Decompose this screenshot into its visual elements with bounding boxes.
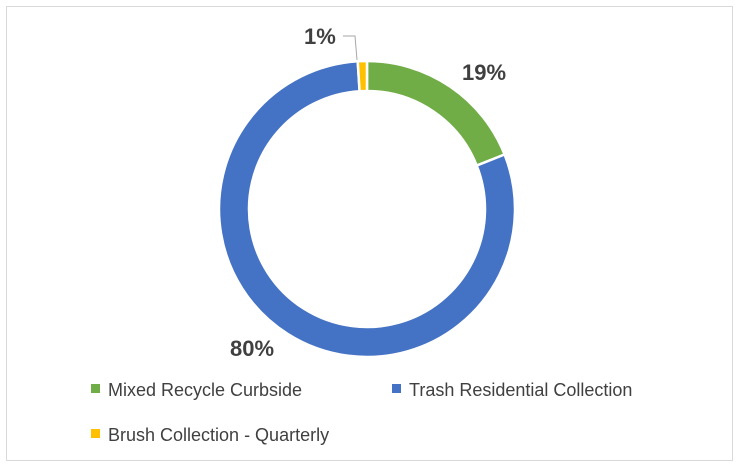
legend-label-mixed-recycle: Mixed Recycle Curbside [108, 380, 302, 400]
legend-swatch-mixed-recycle [91, 384, 100, 393]
data-labels: 19% 80% 1% [230, 24, 506, 361]
slice-trash-residential [217, 59, 517, 359]
legend: Mixed Recycle Curbside Trash Residential… [91, 380, 632, 445]
donut-slices [217, 59, 517, 359]
legend-label-trash-residential: Trash Residential Collection [409, 380, 632, 400]
data-label-brush-collection: 1% [304, 24, 336, 49]
slice-brush-collection [356, 59, 369, 93]
legend-swatch-trash-residential [392, 384, 401, 393]
data-label-trash-residential: 80% [230, 336, 274, 361]
leader-lines [343, 35, 358, 61]
legend-label-brush-collection: Brush Collection - Quarterly [108, 425, 329, 445]
legend-swatch-brush-collection [91, 429, 100, 438]
leader-line-brush-collection [343, 35, 358, 61]
data-label-mixed-recycle: 19% [462, 60, 506, 85]
